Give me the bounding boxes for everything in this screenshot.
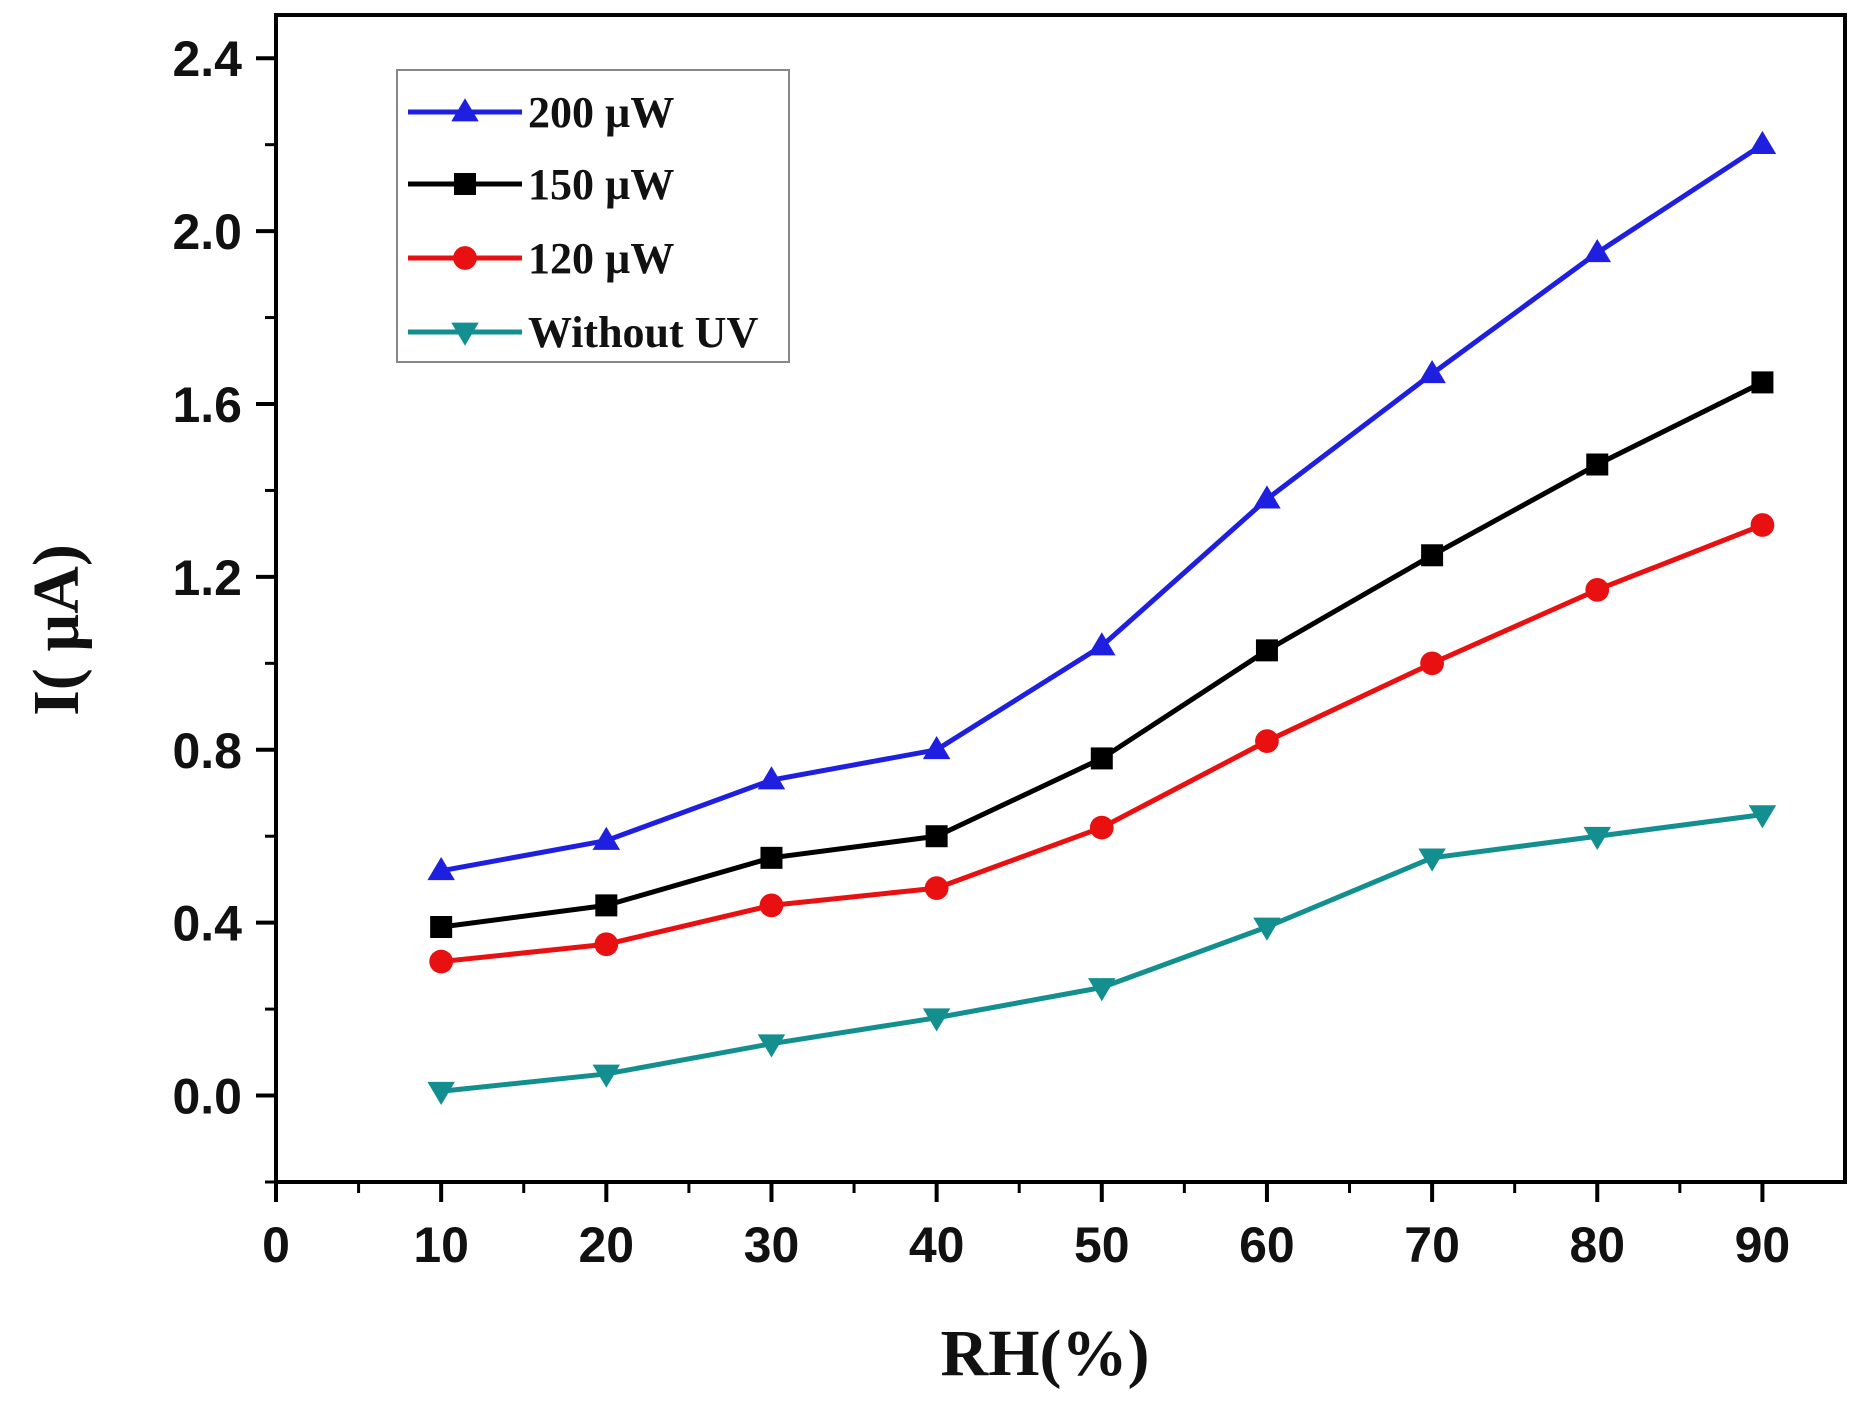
legend-label: Without UV	[528, 308, 758, 357]
legend: 200 µW 150 µW 120 µW Without UV	[396, 69, 790, 363]
legend-entry: 120 µW	[408, 234, 674, 283]
legend-entry: Without UV	[408, 308, 758, 357]
series-3	[427, 805, 1777, 1105]
y-tick-label: 2.0	[172, 204, 242, 260]
x-tick-label: 60	[1239, 1217, 1295, 1273]
data-point	[1420, 651, 1444, 676]
legend-entries: 200 µW 150 µW 120 µW Without UV	[408, 88, 758, 357]
data-point	[595, 894, 618, 917]
data-point	[924, 876, 949, 900]
data-point	[1748, 805, 1777, 829]
data-point	[1748, 130, 1777, 155]
y-tick-label: 0.0	[172, 1069, 242, 1125]
plot-frame	[274, 13, 1847, 1184]
data-point	[1583, 826, 1612, 850]
y-tick-label: 2.4	[172, 31, 242, 87]
data-point	[1418, 848, 1446, 872]
data-point	[429, 949, 454, 974]
x-tick-label: 40	[909, 1217, 965, 1273]
data-point	[1418, 359, 1446, 384]
legend-label: 120 µW	[528, 234, 674, 283]
x-tick-label: 80	[1569, 1217, 1625, 1273]
legend-entry: 150 µW	[408, 160, 674, 209]
data-point	[1586, 453, 1609, 476]
series-2	[429, 513, 1775, 974]
data-point	[430, 915, 453, 938]
data-point	[592, 1064, 621, 1088]
legend-swatch-marker	[454, 173, 476, 195]
legend-swatch-marker	[453, 246, 477, 270]
y-tick-label: 1.2	[172, 550, 242, 606]
data-point	[1253, 485, 1281, 509]
x-tick-label: 30	[744, 1217, 800, 1273]
legend-entry: 200 µW	[408, 88, 674, 137]
data-point	[1421, 544, 1444, 567]
y-tick-label: 0.4	[172, 896, 242, 952]
data-point	[760, 846, 783, 869]
legend-label: 200 µW	[528, 88, 674, 137]
major-ticks	[256, 56, 1765, 1202]
data-point	[1253, 917, 1281, 941]
data-point	[1090, 747, 1113, 770]
x-tick-label: 90	[1735, 1217, 1791, 1273]
data-point	[1583, 238, 1612, 263]
x-tick-label: 70	[1404, 1217, 1460, 1273]
y-axis-title: I( µA)	[20, 544, 93, 716]
x-tick-label: 10	[413, 1217, 469, 1273]
data-point	[1585, 577, 1610, 602]
data-point	[759, 893, 784, 918]
x-tick-label: 50	[1074, 1217, 1130, 1273]
series-0	[427, 130, 1777, 881]
data-point	[1088, 632, 1116, 656]
data-point	[592, 826, 621, 850]
series-1	[430, 371, 1774, 938]
data-point	[1089, 815, 1114, 840]
legend-swatch-marker	[451, 98, 479, 122]
data-point	[427, 857, 455, 881]
data-point	[925, 825, 948, 848]
x-tick-label: 20	[579, 1217, 635, 1273]
data-point	[1088, 978, 1116, 1002]
x-tick-labels: 0 10 20 30 40 50 60 70 80 90	[262, 1217, 1790, 1273]
data-point	[922, 1008, 951, 1032]
x-axis-title: RH(%)	[941, 1317, 1150, 1390]
data-point	[1750, 513, 1775, 537]
x-tick-label: 0	[262, 1217, 290, 1273]
y-tick-label: 0.8	[172, 723, 242, 779]
data-point	[1255, 729, 1279, 754]
data-point	[1255, 639, 1278, 662]
y-tick-label: 1.6	[172, 377, 242, 433]
data-point	[922, 736, 951, 760]
data-point	[757, 1034, 786, 1058]
series-layer	[427, 130, 1777, 1105]
legend-label: 150 µW	[528, 160, 674, 209]
y-tick-labels: 0.0 0.4 0.8 1.2 1.6 2.0 2.4	[172, 31, 242, 1124]
data-point	[1751, 371, 1774, 394]
data-point	[427, 1081, 455, 1105]
legend-swatch-marker	[451, 322, 479, 346]
data-point	[594, 932, 619, 957]
data-point	[757, 766, 786, 790]
